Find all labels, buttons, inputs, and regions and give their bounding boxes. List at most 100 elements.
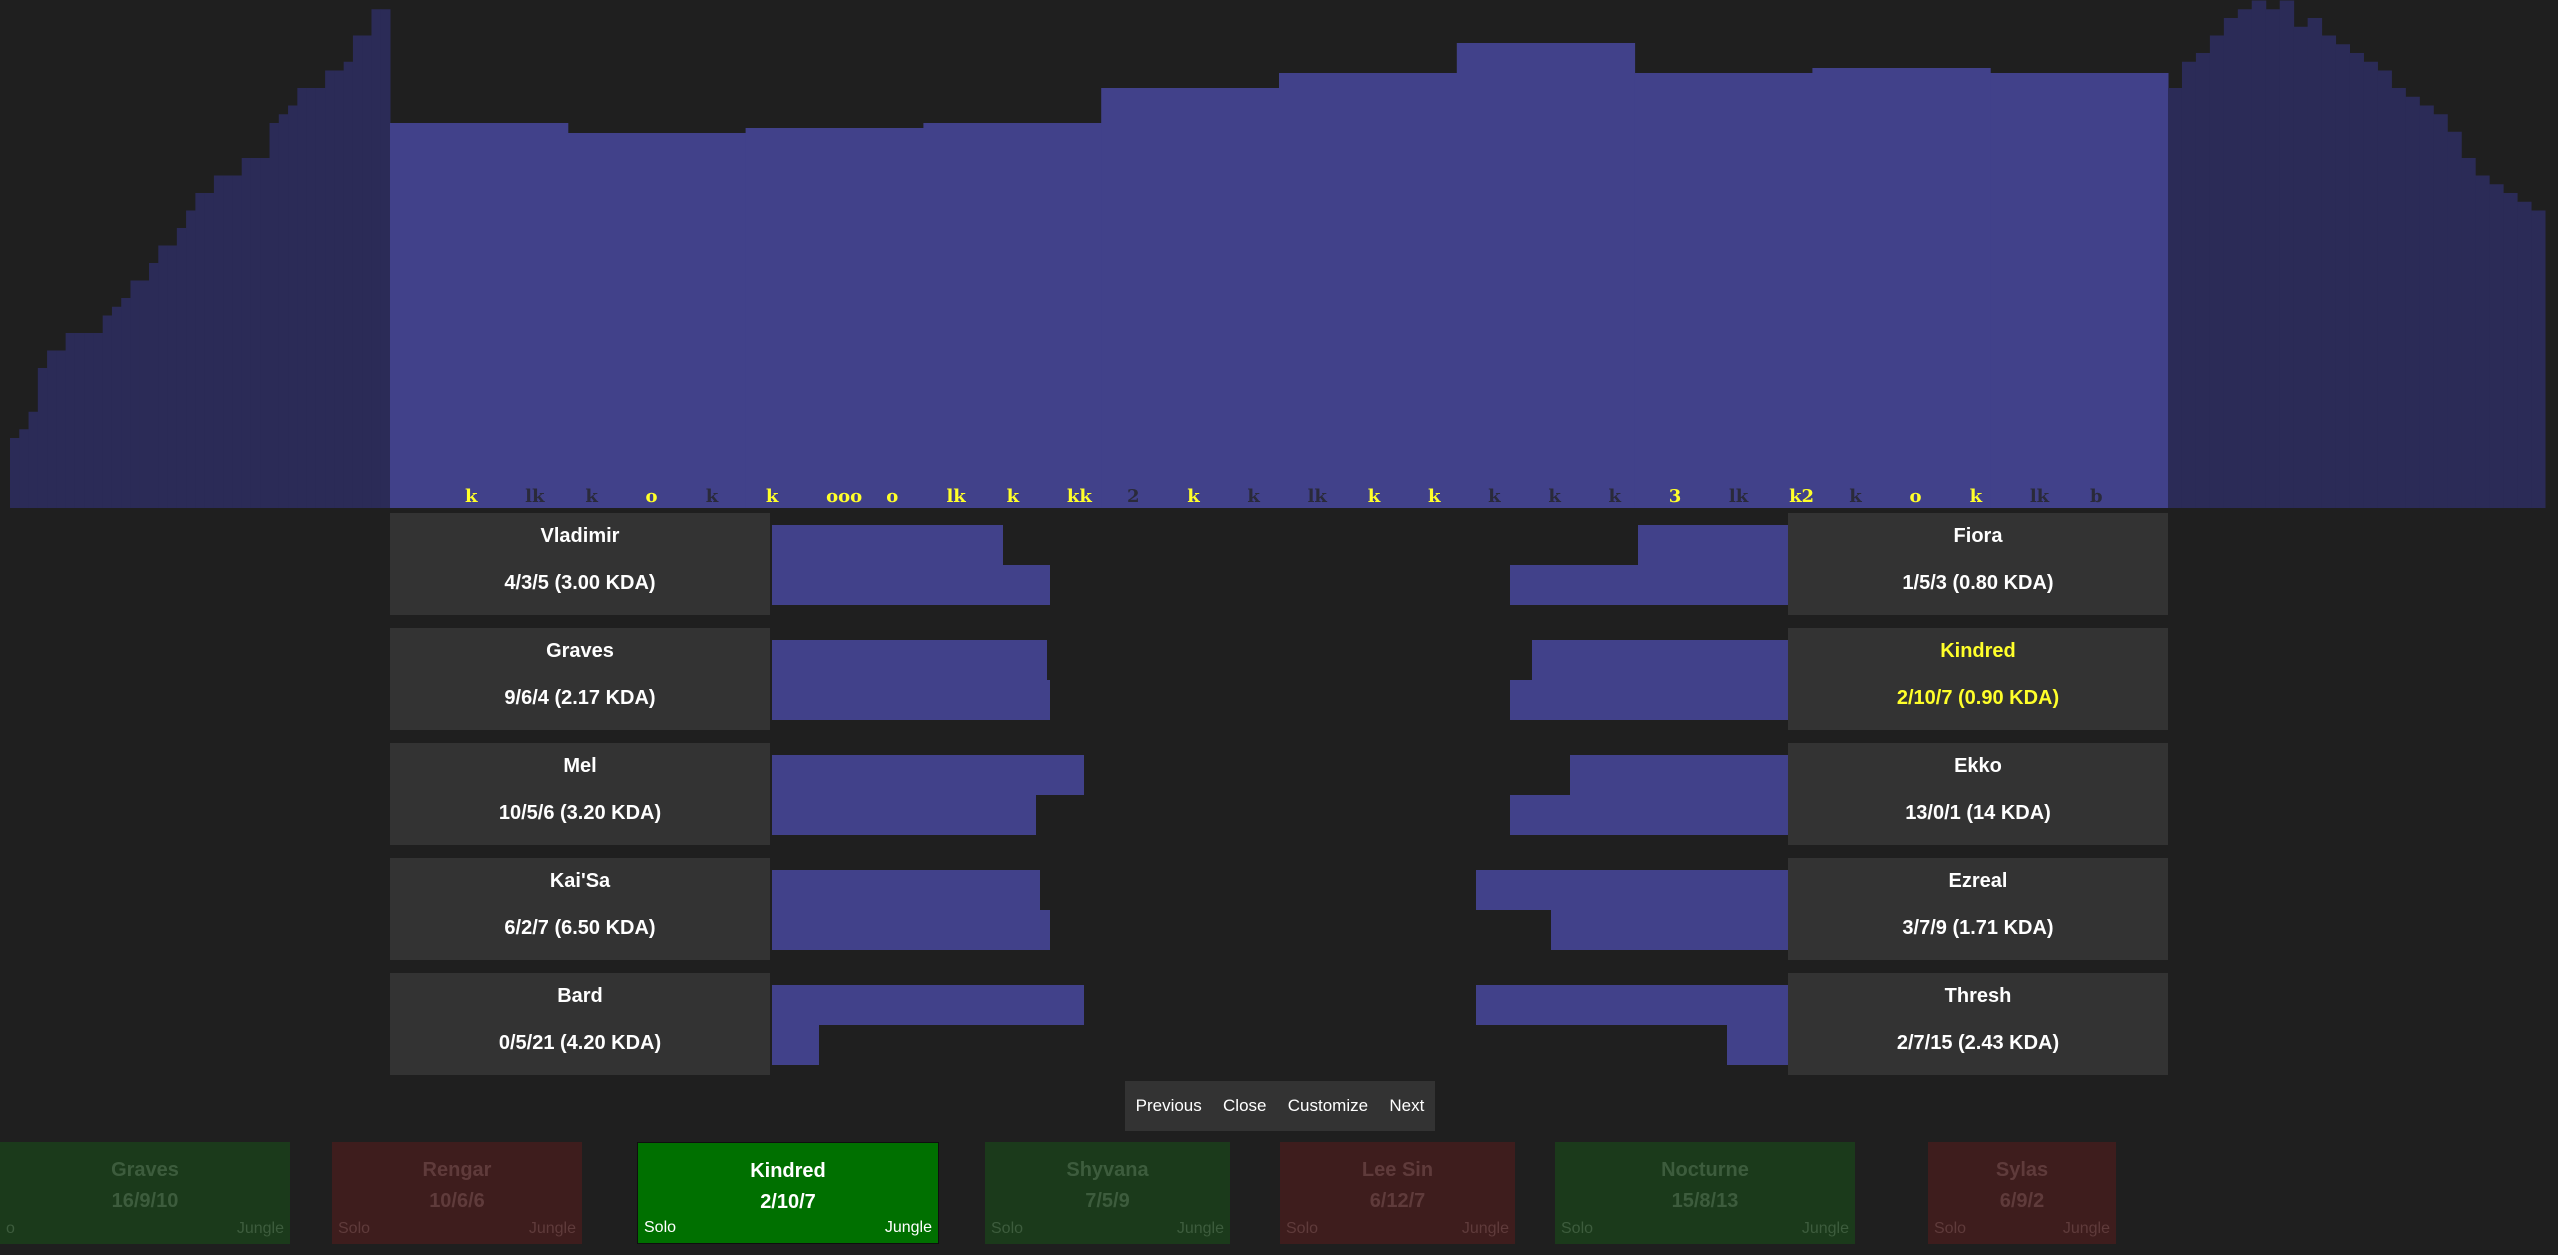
- timeline-bar-dim: [2181, 61, 2197, 508]
- timeline-bar-dim: [2335, 44, 2351, 508]
- timeline-event-marker[interactable]: lk: [1729, 486, 1749, 507]
- match-card[interactable]: Lee Sin 6/12/7 Solo Jungle: [1280, 1142, 1515, 1244]
- timeline-bar-dim: [158, 245, 169, 508]
- blue-player-2[interactable]: Graves 9/6/4 (2.17 KDA): [390, 628, 770, 730]
- match-card[interactable]: Nocturne 15/8/13 Solo Jungle: [1555, 1142, 1855, 1244]
- blue-stat-bar: [772, 1025, 820, 1065]
- timeline-bar-dim: [93, 333, 104, 508]
- timeline-event-marker[interactable]: k: [1609, 486, 1622, 507]
- timeline-event-marker[interactable]: kk: [1067, 486, 1092, 507]
- blue-stat-bar: [772, 640, 1047, 680]
- blue-player-5[interactable]: Bard 0/5/21 (4.20 KDA): [390, 973, 770, 1075]
- player-kda: 0/5/21 (4.20 KDA): [498, 1032, 662, 1054]
- blue-stat-bar: [772, 985, 1084, 1025]
- player-kda: 6/2/7 (6.50 KDA): [504, 917, 656, 939]
- match-card[interactable]: Shyvana 7/5/9 Solo Jungle: [985, 1142, 1230, 1244]
- card-kda: 16/9/10: [111, 1190, 179, 1212]
- match-card-selected[interactable]: Kindred 2/10/7 Solo Jungle: [637, 1142, 939, 1244]
- timeline-bar: [745, 128, 924, 508]
- red-stat-bar: [1509, 565, 1788, 605]
- timeline-bar-dim: [232, 175, 243, 508]
- timeline-event-marker[interactable]: k2: [1789, 486, 1814, 507]
- card-position: Jungle: [236, 1220, 284, 1237]
- timeline-event-marker[interactable]: k: [1488, 486, 1501, 507]
- timeline-bar-dim: [2293, 26, 2309, 508]
- card-queue: Solo: [644, 1219, 677, 1236]
- card-position: Jungle: [1801, 1220, 1849, 1237]
- timeline-event-marker[interactable]: ooo: [826, 486, 862, 507]
- timeline-event-marker[interactable]: o: [1909, 486, 1921, 507]
- red-player-5[interactable]: Thresh 2/7/15 (2.43 KDA): [1788, 973, 2168, 1075]
- red-player-1[interactable]: Fiora 1/5/3 (0.80 KDA): [1788, 513, 2168, 615]
- timeline-event-marker[interactable]: o: [646, 486, 658, 507]
- timeline-event-marker[interactable]: k: [766, 486, 779, 507]
- timeline-event-marker[interactable]: lk: [946, 486, 966, 507]
- player-name: Bard: [557, 985, 603, 1007]
- timeline-bar-dim: [260, 158, 271, 508]
- timeline-event-marker[interactable]: lk: [525, 486, 545, 507]
- timeline-event-marker[interactable]: k: [1548, 486, 1561, 507]
- timeline-event-marker[interactable]: b: [2090, 486, 2103, 507]
- timeline-event-marker[interactable]: k: [1849, 486, 1862, 507]
- timeline-event-marker[interactable]: k: [585, 486, 598, 507]
- blue-stat-bar: [772, 910, 1051, 950]
- match-card[interactable]: Rengar 10/6/6 Solo Jungle: [332, 1142, 582, 1244]
- timeline-event-marker[interactable]: o: [886, 486, 898, 507]
- timeline-bar-dim: [28, 411, 39, 508]
- red-player-4[interactable]: Ezreal 3/7/9 (1.71 KDA): [1788, 858, 2168, 960]
- card-position: Jungle: [884, 1219, 932, 1236]
- previous-button[interactable]: Previous: [1135, 1096, 1202, 1115]
- timeline-bar-dim: [186, 210, 196, 508]
- timeline-event-marker[interactable]: k: [465, 486, 478, 507]
- blue-player-4[interactable]: Kai'Sa 6/2/7 (6.50 KDA): [390, 858, 770, 960]
- timeline-bar-dim: [84, 333, 94, 508]
- player-name: Kindred: [1940, 640, 2016, 662]
- timeline-bar: [1812, 68, 1991, 508]
- timeline-bar-dim: [288, 105, 298, 508]
- timeline-bar: [567, 133, 747, 508]
- red-stat-bar: [1476, 985, 1788, 1025]
- timeline-bar-dim: [2433, 114, 2448, 508]
- card-champion: Graves: [111, 1159, 179, 1181]
- timeline-bar-dim: [37, 368, 48, 508]
- match-card[interactable]: Graves 16/9/10 o Jungle: [0, 1142, 290, 1244]
- timeline-bar-dim: [121, 298, 131, 508]
- timeline-event-marker[interactable]: k: [1007, 486, 1020, 507]
- timeline-event-marker[interactable]: lk: [1308, 486, 1328, 507]
- blue-stat-bar: [772, 870, 1041, 910]
- timeline-bar-dim: [269, 123, 280, 508]
- timeline-bar-dim: [195, 193, 206, 508]
- card-queue: Solo: [1561, 1220, 1594, 1237]
- red-player-2[interactable]: Kindred 2/10/7 (0.90 KDA): [1788, 628, 2168, 730]
- next-button[interactable]: Next: [1389, 1096, 1425, 1115]
- timeline-bar-dim: [2279, 0, 2295, 508]
- player-kda: 1/5/3 (0.80 KDA): [1902, 572, 2054, 594]
- player-name: Vladimir: [540, 525, 620, 547]
- customize-button[interactable]: Customize: [1287, 1096, 1369, 1115]
- timeline-event-marker[interactable]: lk: [2030, 486, 2050, 507]
- red-player-3[interactable]: Ekko 13/0/1 (14 KDA): [1788, 743, 2168, 845]
- player-kda: 4/3/5 (3.00 KDA): [504, 572, 656, 594]
- timeline-event-marker[interactable]: 2: [1127, 486, 1140, 507]
- player-kda: 2/10/7 (0.90 KDA): [1896, 687, 2060, 709]
- timeline-bar-dim: [2321, 35, 2337, 508]
- blue-player-3[interactable]: Mel 10/5/6 (3.20 KDA): [390, 743, 770, 845]
- red-stat-bar: [1509, 795, 1788, 835]
- blue-stat-bar: [772, 565, 1051, 605]
- blue-player-1[interactable]: Vladimir 4/3/5 (3.00 KDA): [390, 513, 770, 615]
- match-card[interactable]: Sylas 6/9/2 Solo Jungle: [1928, 1142, 2116, 1244]
- timeline-event-marker[interactable]: k: [1970, 486, 1983, 507]
- close-button[interactable]: Close: [1223, 1096, 1267, 1115]
- timeline-bar-dim: [2349, 53, 2364, 508]
- player-name: Kai'Sa: [549, 870, 611, 892]
- timeline-event-marker[interactable]: k: [1428, 486, 1441, 507]
- timeline-event-marker[interactable]: k: [1368, 486, 1381, 507]
- timeline-event-marker[interactable]: k: [1247, 486, 1260, 507]
- timeline-event-marker[interactable]: k: [1187, 486, 1200, 507]
- timeline-bar-dim: [334, 70, 345, 508]
- timeline-bar-dim: [2168, 88, 2183, 508]
- timeline-event-marker[interactable]: 3: [1669, 486, 1682, 507]
- timeline-bar-dim: [47, 350, 57, 508]
- timeline-bar-dim: [2475, 175, 2490, 508]
- timeline-event-marker[interactable]: k: [706, 486, 719, 507]
